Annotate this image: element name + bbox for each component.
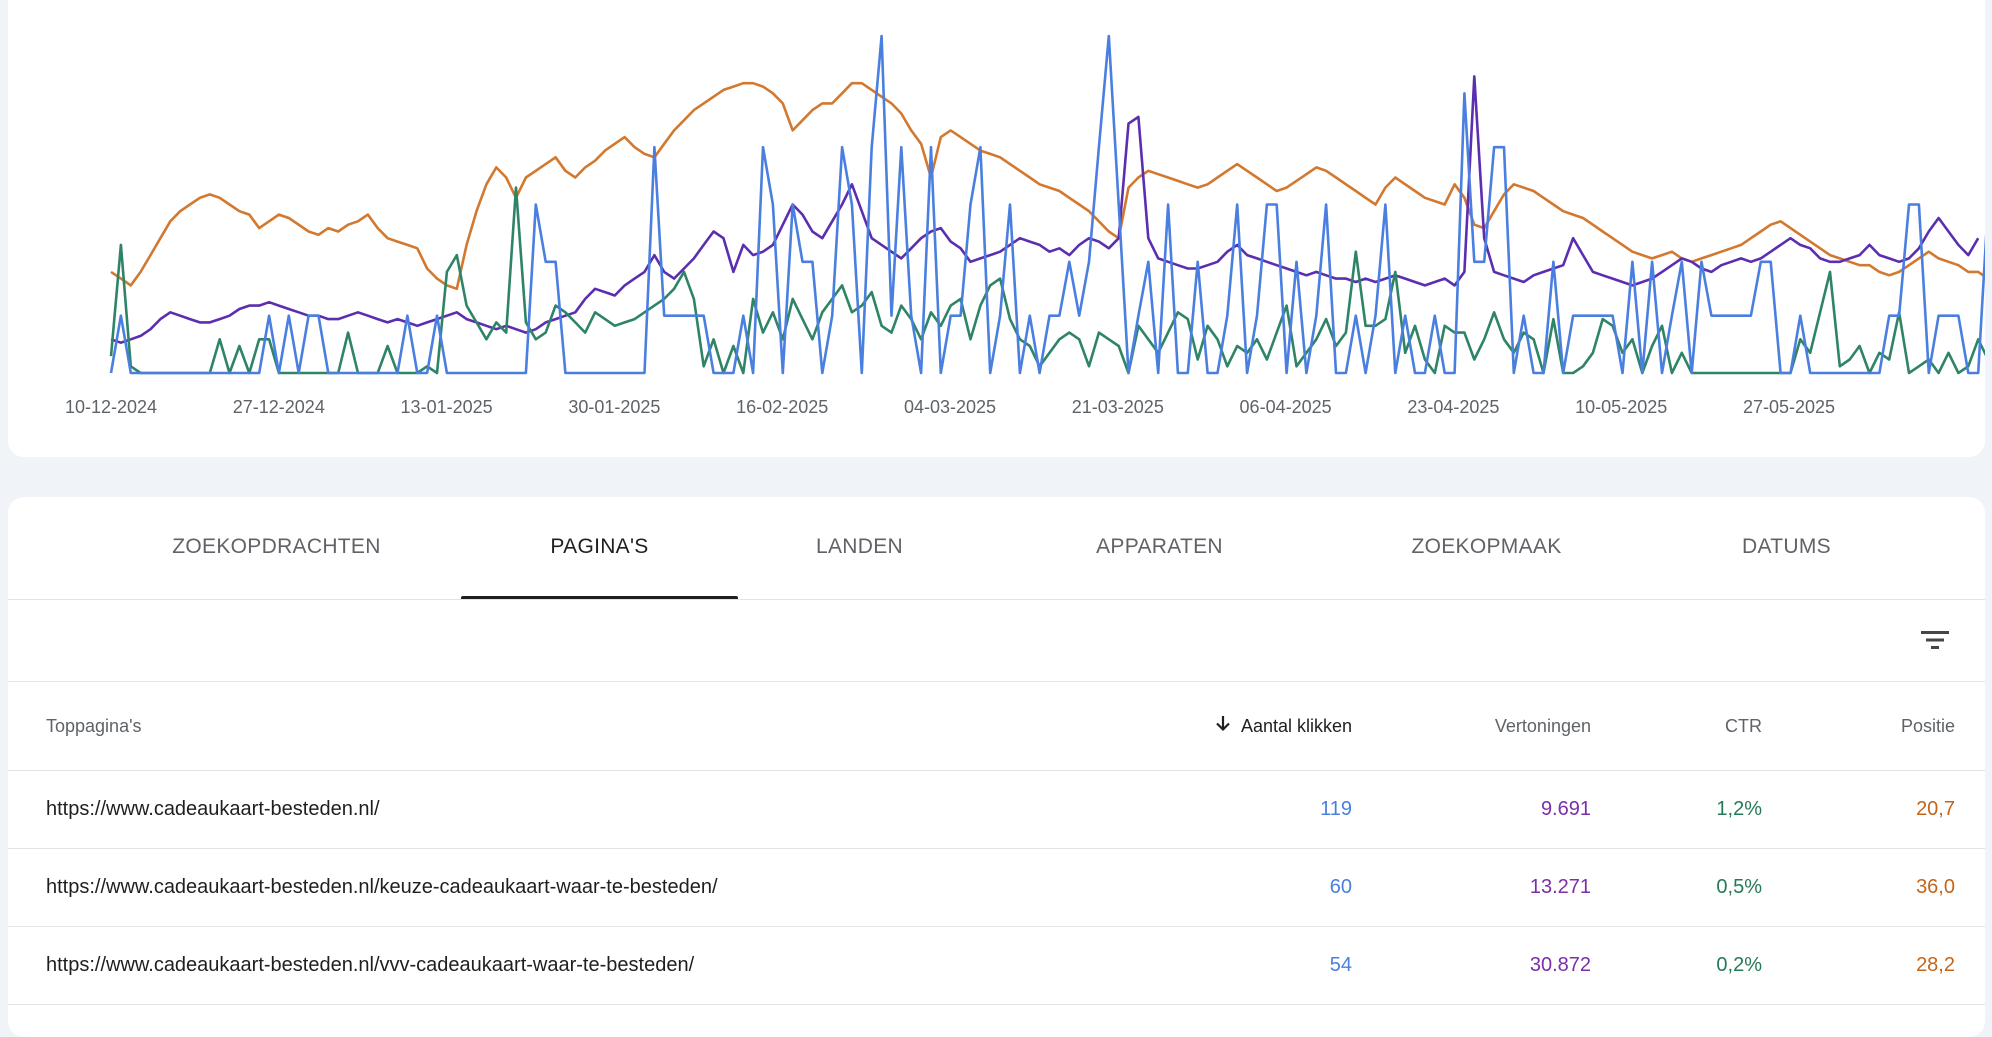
report-table-card: ZOEKOPDRACHTEN PAGINA'S LANDEN APPARATEN… (8, 497, 1985, 1037)
position-value: 28,2 (1916, 954, 1955, 976)
impressions-value: 13.271 (1529, 876, 1591, 898)
series-line-impressions (110, 75, 1980, 345)
clicks-value: 54 (1329, 954, 1352, 976)
series-line-position (110, 81, 1985, 291)
position-value: 36,0 (1916, 876, 1955, 898)
filter-bar (8, 600, 1985, 682)
ctr-value: 0,2% (1716, 954, 1762, 976)
position-value: 20,7 (1916, 798, 1955, 820)
tab-paginas[interactable]: PAGINA'S (461, 497, 738, 599)
tab-datums[interactable]: DATUMS (1742, 535, 1831, 558)
ctr-value: 1,2% (1716, 798, 1762, 820)
x-tick-label: 10-05-2025 (1575, 397, 1667, 417)
clicks-value: 119 (1320, 798, 1352, 820)
x-tick-label: 27-05-2025 (1743, 397, 1835, 417)
dimension-tabs: ZOEKOPDRACHTEN PAGINA'S LANDEN APPARATEN… (8, 497, 1985, 600)
column-header-clicks-label: Aantal klikken (1240, 716, 1352, 736)
table-row[interactable]: https://www.cadeaukaart-besteden.nl/keuz… (8, 849, 1985, 927)
column-header-position[interactable]: Positie (1900, 716, 1955, 736)
page-url: https://www.cadeaukaart-besteden.nl/keuz… (46, 876, 718, 898)
x-tick-label: 10-12-2024 (65, 397, 157, 417)
x-tick-label: 13-01-2025 (401, 397, 493, 417)
table-header: Toppagina's Aantal klikken Vertoningen C… (8, 682, 1985, 771)
column-header-page[interactable]: Toppagina's (46, 716, 142, 736)
x-tick-label: 06-04-2025 (1240, 397, 1332, 417)
arrow-downward-icon (1213, 683, 1233, 771)
table-row[interactable]: https://www.cadeaukaart-besteden.nl/vvv-… (8, 927, 1985, 1005)
ctr-value: 0,5% (1716, 876, 1762, 898)
filter-list-icon (1921, 631, 1949, 649)
x-tick-label: 16-02-2025 (736, 397, 828, 417)
x-tick-label: 27-12-2024 (233, 397, 325, 417)
column-header-clicks[interactable]: Aantal klikken (1213, 682, 1352, 770)
x-tick-label: 23-04-2025 (1407, 397, 1499, 417)
clicks-value: 60 (1329, 876, 1352, 898)
filter-button[interactable] (1915, 620, 1955, 660)
tab-apparaten[interactable]: APPARATEN (1096, 535, 1223, 558)
page-url: https://www.cadeaukaart-besteden.nl/vvv-… (46, 954, 695, 976)
x-tick-label: 21-03-2025 (1072, 397, 1164, 417)
x-tick-label: 30-01-2025 (568, 397, 660, 417)
series-line-clicks (109, 34, 1985, 375)
performance-chart-card: 10-12-2024 27-12-2024 13-01-2025 30-01-2025… (8, 0, 1985, 457)
page-url: https://www.cadeaukaart-besteden.nl/ (46, 798, 380, 820)
performance-line-chart: 10-12-2024 27-12-2024 13-01-2025 30-01-2025… (65, 34, 1985, 417)
impressions-value: 30.872 (1529, 954, 1591, 976)
tab-zoekopdrachten[interactable]: ZOEKOPDRACHTEN (172, 535, 381, 558)
impressions-value: 9.691 (1540, 798, 1591, 820)
tab-landen[interactable]: LANDEN (816, 535, 903, 558)
column-header-ctr[interactable]: CTR (1725, 716, 1762, 736)
column-header-impressions[interactable]: Vertoningen (1494, 716, 1591, 736)
table-row[interactable]: https://www.cadeaukaart-besteden.nl/ 119… (8, 771, 1985, 849)
tab-zoekopmaak[interactable]: ZOEKOPMAAK (1411, 535, 1562, 558)
x-tick-label: 04-03-2025 (904, 397, 996, 417)
